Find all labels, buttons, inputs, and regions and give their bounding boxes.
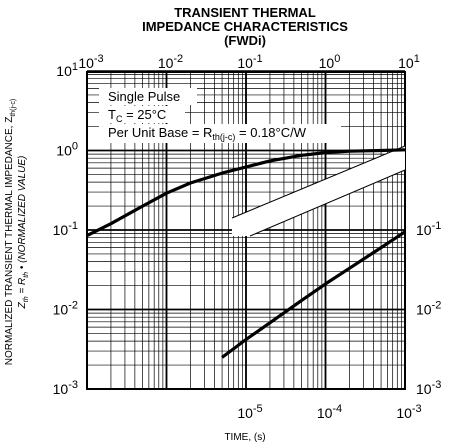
series-curve-2 bbox=[221, 230, 406, 359]
scale-break-edge-upper bbox=[231, 145, 406, 219]
series-curve-1 bbox=[86, 148, 406, 238]
left-axis-tick-label: 101 bbox=[56, 61, 78, 79]
annotation-single-pulse: Single Pulse bbox=[108, 89, 180, 104]
y-axis-label-line-2: Zth = Rth • (NORMALIZED VALUE) bbox=[17, 156, 30, 310]
left-axis-tick-label: 10-3 bbox=[53, 379, 78, 397]
top-axis-tick-label: 101 bbox=[398, 53, 420, 71]
bottom-axis-tick-label: 10-3 bbox=[396, 403, 421, 421]
annotation-box: Single Pulse TC = 25°C Per Unit Base = R… bbox=[99, 88, 341, 143]
scale-break-band bbox=[232, 146, 405, 236]
top-axis-tick-label: 10-1 bbox=[237, 53, 262, 71]
right-axis-tick-label: 10-2 bbox=[416, 300, 441, 318]
right-axis-tick-label: 10-1 bbox=[416, 220, 441, 238]
x-axis-label: TIME, (s) bbox=[224, 432, 265, 443]
bottom-axis-tick-label: 10-5 bbox=[237, 403, 262, 421]
plot-frame bbox=[86, 71, 406, 390]
top-axis-tick-label: 10-3 bbox=[78, 53, 103, 71]
chart-title-line-3: (FWDi) bbox=[224, 33, 266, 48]
y-axis-label-line-1: NORMALIZED TRANSIENT THERMAL IMPEDANCE, … bbox=[4, 99, 17, 365]
annotation-case-temperature: TC = 25°C bbox=[108, 107, 166, 124]
bottom-axis-tick-label: 10-4 bbox=[317, 403, 342, 421]
curves bbox=[86, 148, 406, 359]
right-axis-tick-label: 10-3 bbox=[416, 379, 441, 397]
chart-title-line-1: TRANSIENT THERMAL bbox=[174, 5, 316, 20]
annotation-per-unit-base: Per Unit Base = Rth(j-c) = 0.18°C/W bbox=[108, 125, 307, 142]
scale-break-edge-lower bbox=[249, 169, 406, 237]
top-axis-tick-label: 100 bbox=[319, 53, 341, 71]
top-axis-tick-label: 10-2 bbox=[158, 53, 183, 71]
chart-title-line-2: IMPEDANCE CHARACTERISTICS bbox=[142, 19, 348, 34]
y-axis-label: NORMALIZED TRANSIENT THERMAL IMPEDANCE, … bbox=[4, 99, 30, 365]
left-axis-tick-label: 10-1 bbox=[53, 220, 78, 238]
left-axis-tick-label: 100 bbox=[56, 141, 78, 159]
left-axis-tick-label: 10-2 bbox=[53, 300, 78, 318]
